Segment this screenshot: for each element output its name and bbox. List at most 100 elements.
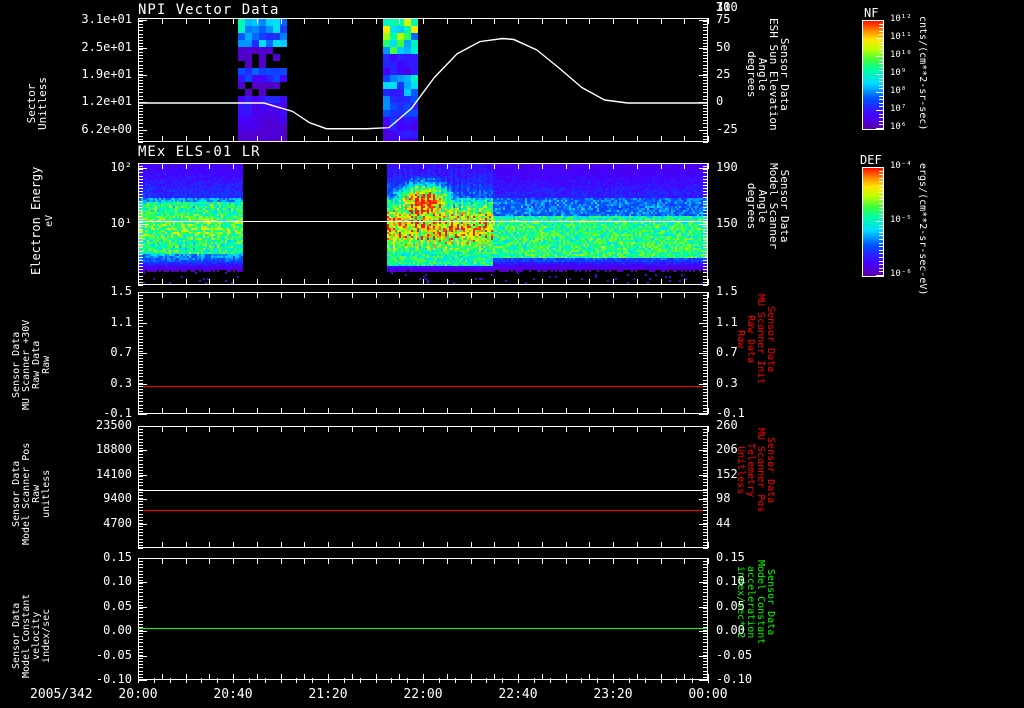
ytick-minor-left-els [138,222,143,223]
ytick-minor-right-els [703,266,708,267]
xtick-top-model-constant-velocity [162,558,163,564]
ytick-minor-left-mu-scanner-30v [138,411,143,412]
xtick-top-model-constant-velocity [613,558,614,564]
xtick-top-model-constant-velocity [423,558,424,564]
ytick-minor-left-mu-scanner-30v [138,323,143,324]
ytick-minor-right-npi [703,99,708,100]
ytick-minor-right-model-scanner-pos [703,535,708,536]
xtick-bottom-mu-scanner-30v [447,408,448,414]
ytick-minor-left-model-scanner-pos [138,535,143,536]
ytick-minor-right-model-scanner-pos [703,489,708,490]
ytick-minor-right-mu-scanner-30v [703,348,708,349]
ytick-minor-right-model-scanner-pos [703,432,708,433]
ytick-minor-right-mu-scanner-30v [703,370,708,371]
ytick-minor-left-mu-scanner-30v [138,386,143,387]
xtick-bottom-mu-scanner-30v [233,408,234,414]
xtick-top-npi [542,18,543,24]
xtick-bottom-mu-scanner-30v [613,408,614,414]
ytick-minor-left-model-scanner-pos [138,510,143,511]
xtick-bottom-els [138,279,139,285]
colorbar-def-minor [879,185,883,186]
ytick-minor-right-model-constant-velocity [703,655,708,656]
ytick-minor-left-model-constant-velocity [138,674,143,675]
ytick-label-right-npi-3: 0 [716,94,724,109]
ytick-minor-left-els [138,254,143,255]
xtick-bottom-npi [637,136,638,142]
ytick-minor-left-npi [138,102,143,103]
trace-model-constant-acceleration [139,628,707,629]
ytick-minor-left-npi [138,77,143,78]
xtick-bottom-npi [566,136,567,142]
colorbar-def-minor [879,214,883,215]
ytick-minor-left-model-scanner-pos [138,492,143,493]
ytick-minor-right-model-constant-velocity [703,574,708,575]
ytick-minor-left-model-constant-velocity [138,586,143,587]
xtick-bottom-npi [328,136,329,142]
xtick-bottom-model-constant-velocity [471,674,472,680]
xtick-bottom-els [423,279,424,285]
colorbar-nf-minor [879,24,883,25]
xtick-bottom-mu-scanner-30v [257,408,258,414]
xtick-bottom-mu-scanner-30v [566,408,567,414]
ytick-minor-right-model-scanner-pos [703,435,708,436]
axis-title-scanpos-right: Sensor Data MU Scanner Pos Telemetry Uni… [735,428,776,513]
ytick-minor-left-model-scanner-pos [138,470,143,471]
colorbar-nf-canvas [863,21,883,129]
ytick-minor-left-model-constant-velocity [138,621,143,622]
xtick-bottom-model-constant-velocity [708,674,709,680]
ytick-major-left-model-constant-velocity-4 [138,656,147,657]
xtick-top-els [494,163,495,169]
ytick-minor-right-mu-scanner-30v [703,339,708,340]
ytick-minor-right-model-scanner-pos [703,501,708,502]
colorbar-def [862,167,884,277]
ytick-major-right-mu-scanner-30v-3 [699,384,708,385]
ytick-minor-right-npi [703,96,708,97]
xtick-bottom-mu-scanner-30v [542,408,543,414]
ytick-minor-left-model-scanner-pos [138,507,143,508]
xtick-bottom-npi [304,136,305,142]
ytick-minor-right-model-constant-velocity [703,621,708,622]
colorbar-nf-minor [879,56,883,57]
ytick-minor-left-npi [138,139,143,140]
ytick-minor-right-model-scanner-pos [703,523,708,524]
colorbar-def-minor [879,221,883,222]
ytick-minor-right-npi [703,52,708,53]
xtick-bottom-model-scanner-pos [518,542,519,548]
ytick-minor-right-els [703,229,708,230]
colorbar-def-tick-0: 10⁻⁴ [890,161,912,171]
ytick-minor-right-els [703,194,708,195]
xtick-bottom-els [471,279,472,285]
ytick-minor-left-npi [138,123,143,124]
xtick-minor-axis [328,678,329,683]
colorbar-nf-tick-2: 10¹⁰ [890,50,912,60]
xtick-top-mu-scanner-30v [494,292,495,298]
ytick-minor-right-model-constant-velocity [703,661,708,662]
ytick-minor-right-npi [703,114,708,115]
colorbar-nf-minor [879,99,883,100]
ytick-minor-left-model-scanner-pos [138,539,143,540]
ytick-minor-left-npi [138,61,143,62]
xtick-top-els [209,163,210,169]
xtick-top-mu-scanner-30v [281,292,282,298]
colorbar-nf-minor [879,31,883,32]
xtick-bottom-model-scanner-pos [637,542,638,548]
ytick-major-right-npi-1 [699,48,708,49]
ytick-minor-right-model-constant-velocity [703,561,708,562]
ytick-minor-right-els [703,241,708,242]
ytick-minor-left-els [138,191,143,192]
ytick-label-left-npi-1: 2.5e+01 [81,39,132,54]
xtick-bottom-els [281,279,282,285]
ytick-minor-right-model-scanner-pos [703,492,708,493]
ytick-minor-right-model-scanner-pos [703,470,708,471]
ytick-minor-right-model-scanner-pos [703,442,708,443]
ytick-minor-right-model-constant-velocity [703,577,708,578]
ytick-major-right-model-scanner-pos-1 [699,450,708,451]
xtick-top-els [376,163,377,169]
colorbar-def-minor [879,189,883,190]
ytick-label-left-model-constant-velocity-5: -0.10 [95,672,132,686]
ytick-label-right-model-constant-velocity-2: 0.05 [716,598,745,613]
ytick-minor-right-mu-scanner-30v [703,320,708,321]
els-spectrogram-canvas [139,164,707,284]
colorbar-nf-tick-1: 10¹¹ [890,32,912,42]
xtick-top-npi [684,18,685,24]
